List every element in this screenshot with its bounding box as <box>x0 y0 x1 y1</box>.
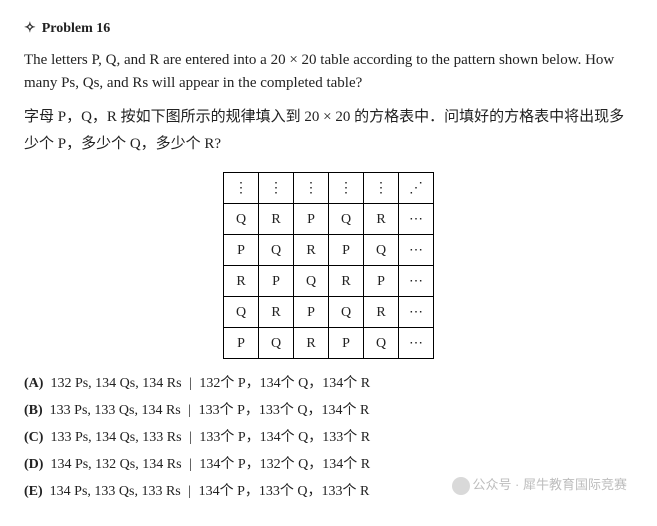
cell: Q <box>329 204 364 235</box>
pattern-table: ⋮ ⋮ ⋮ ⋮ ⋮ ⋰ Q R P Q R ⋯ P Q R P Q ⋯ R P … <box>223 172 434 359</box>
choice-zh: 134个 P，132个 Q，134个 R <box>199 457 370 472</box>
divider: | <box>189 376 192 391</box>
choice-key: (C) <box>24 430 43 445</box>
cell: Q <box>259 328 294 359</box>
cdots-icon: ⋯ <box>399 297 434 328</box>
cell: R <box>364 297 399 328</box>
cell: R <box>364 204 399 235</box>
divider: | <box>189 430 192 445</box>
vdots-icon: ⋮ <box>329 173 364 204</box>
cell: Q <box>329 297 364 328</box>
table-row: P Q R P Q ⋯ <box>224 235 434 266</box>
divider: | <box>189 457 192 472</box>
cell: Q <box>224 297 259 328</box>
cell: Q <box>294 266 329 297</box>
cell: P <box>329 235 364 266</box>
table-row: R P Q R P ⋯ <box>224 266 434 297</box>
choice-zh: 133个 P，133个 Q，134个 R <box>199 403 370 418</box>
vdots-icon: ⋮ <box>364 173 399 204</box>
choice-en: 132 Ps, 134 Qs, 134 Rs <box>50 376 181 391</box>
choice-c: (C) 133 Ps, 134 Qs, 133 Rs | 133个 P，134个… <box>24 427 633 448</box>
choice-en: 134 Ps, 132 Qs, 134 Rs <box>50 457 181 472</box>
cell: P <box>329 328 364 359</box>
cell: R <box>294 235 329 266</box>
choice-a: (A) 132 Ps, 134 Qs, 134 Rs | 132个 P，134个… <box>24 373 633 394</box>
table-row: Q R P Q R ⋯ <box>224 297 434 328</box>
table-row: P Q R P Q ⋯ <box>224 328 434 359</box>
cell: Q <box>364 235 399 266</box>
choice-b: (B) 133 Ps, 133 Qs, 134 Rs | 133个 P，133个… <box>24 400 633 421</box>
cdots-icon: ⋯ <box>399 328 434 359</box>
cell: P <box>259 266 294 297</box>
cell: R <box>224 266 259 297</box>
answer-choices: (A) 132 Ps, 134 Qs, 134 Rs | 132个 P，134个… <box>24 373 633 502</box>
cell: Q <box>224 204 259 235</box>
cell: R <box>329 266 364 297</box>
problem-text-english: The letters P, Q, and R are entered into… <box>24 49 633 94</box>
problem-text-chinese: 字母 P，Q，R 按如下图所示的规律填入到 20 × 20 的方格表中．问填好的… <box>24 104 633 158</box>
choice-e: (E) 134 Ps, 133 Qs, 133 Rs | 134个 P，133个… <box>24 481 633 502</box>
cell: P <box>224 235 259 266</box>
cell: P <box>364 266 399 297</box>
choice-key: (E) <box>24 484 43 499</box>
choice-zh: 132个 P，134个 Q，134个 R <box>199 376 370 391</box>
ddots-icon: ⋰ <box>399 173 434 204</box>
choice-key: (D) <box>24 457 43 472</box>
choice-zh: 133个 P，134个 Q，133个 R <box>199 430 370 445</box>
cell: P <box>224 328 259 359</box>
cdots-icon: ⋯ <box>399 266 434 297</box>
choice-en: 133 Ps, 133 Qs, 134 Rs <box>50 403 181 418</box>
problem-number: Problem 16 <box>42 21 111 36</box>
choice-zh: 134个 P，133个 Q，133个 R <box>199 484 370 499</box>
cell: R <box>294 328 329 359</box>
choice-key: (B) <box>24 403 43 418</box>
choice-en: 133 Ps, 134 Qs, 133 Rs <box>50 430 181 445</box>
star-icon: ✧ <box>24 21 36 36</box>
table-row: Q R P Q R ⋯ <box>224 204 434 235</box>
cdots-icon: ⋯ <box>399 235 434 266</box>
divider: | <box>188 403 191 418</box>
choice-key: (A) <box>24 376 43 391</box>
choice-en: 134 Ps, 133 Qs, 133 Rs <box>50 484 181 499</box>
divider: | <box>188 484 191 499</box>
choice-d: (D) 134 Ps, 132 Qs, 134 Rs | 134个 P，132个… <box>24 454 633 475</box>
pattern-table-wrap: ⋮ ⋮ ⋮ ⋮ ⋮ ⋰ Q R P Q R ⋯ P Q R P Q ⋯ R P … <box>24 172 633 359</box>
cell: R <box>259 204 294 235</box>
cell: P <box>294 204 329 235</box>
cell: P <box>294 297 329 328</box>
table-row: ⋮ ⋮ ⋮ ⋮ ⋮ ⋰ <box>224 173 434 204</box>
cell: Q <box>259 235 294 266</box>
vdots-icon: ⋮ <box>294 173 329 204</box>
cell: Q <box>364 328 399 359</box>
cell: R <box>259 297 294 328</box>
problem-header: ✧ Problem 16 <box>24 18 633 39</box>
vdots-icon: ⋮ <box>259 173 294 204</box>
cdots-icon: ⋯ <box>399 204 434 235</box>
vdots-icon: ⋮ <box>224 173 259 204</box>
